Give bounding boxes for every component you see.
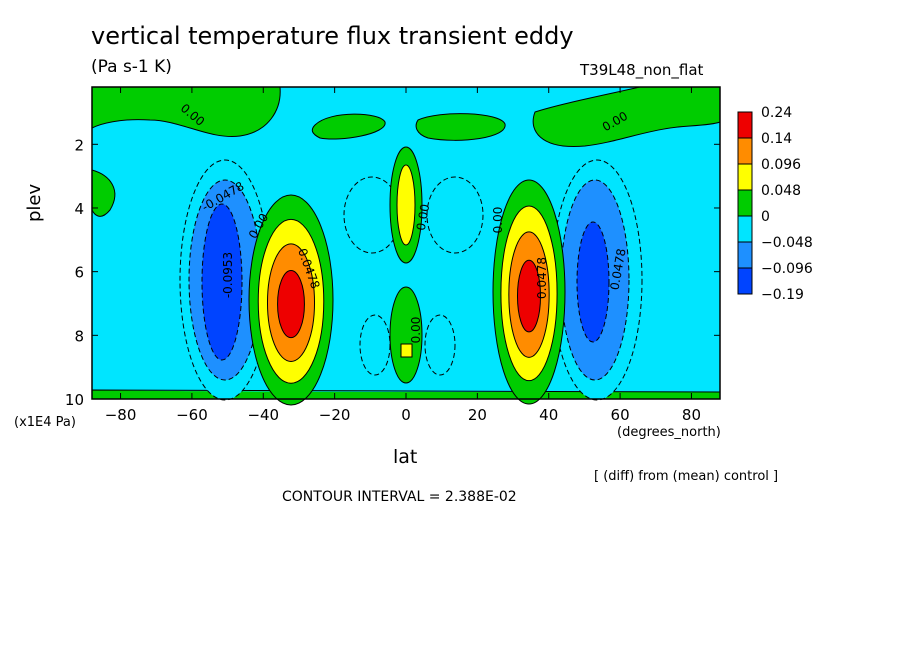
x-tick-label-7: 60 (611, 406, 630, 424)
colorbar-swatch-3 (738, 190, 752, 216)
colorbar-label-0: 0.24 (761, 105, 792, 121)
pos-center-lower-core (401, 344, 412, 357)
y-tick-label-3: 8 (74, 327, 84, 345)
x-tick-label-1: −60 (176, 406, 208, 424)
colorbar-label-4: 0 (761, 209, 770, 225)
x-tick-label-4: 0 (401, 406, 411, 424)
colorbar-swatch-6 (738, 268, 752, 294)
y-tick-label-1: 4 (74, 200, 84, 218)
y-tick-label-4: 10 (65, 391, 84, 409)
x-tick-label-2: −40 (247, 406, 279, 424)
x-tick-label-8: 80 (682, 406, 701, 424)
colorbar-label-3: 0.048 (761, 183, 801, 199)
contour-field (92, 87, 720, 405)
x-tick-label-5: 20 (468, 406, 487, 424)
x-tick-label-3: −20 (319, 406, 351, 424)
colorbar: 0.24 0.14 0.096 0.048 0 −0.048 −0.096 −0.19 (738, 105, 813, 303)
pos-left-level-3 (278, 270, 305, 337)
x-tick-label-0: −80 (105, 406, 137, 424)
colorbar-swatch-5 (738, 242, 752, 268)
colorbar-swatch-1 (738, 138, 752, 164)
contour-label-9: 0.00 (409, 317, 423, 344)
colorbar-label-6: −0.096 (761, 261, 813, 277)
contour-label-5: 0.00 (491, 207, 505, 234)
neg-right-core (577, 222, 609, 342)
colorbar-label-1: 0.14 (761, 131, 792, 147)
colorbar-swatch-0 (738, 112, 752, 138)
contour-label-8: 0.0478 (535, 257, 549, 299)
pos-center-upper-core (397, 165, 415, 245)
y-tick-label-2: 6 (74, 264, 84, 282)
colorbar-label-5: −0.048 (761, 235, 813, 251)
y-tick-label-0: 2 (74, 136, 84, 154)
contour-label-6: -0.0953 (221, 252, 235, 298)
colorbar-label-2: 0.096 (761, 157, 801, 173)
colorbar-label-7: −0.19 (761, 287, 804, 303)
colorbar-swatch-4 (738, 216, 752, 242)
x-tick-label-6: 40 (539, 406, 558, 424)
colorbar-swatch-2 (738, 164, 752, 190)
